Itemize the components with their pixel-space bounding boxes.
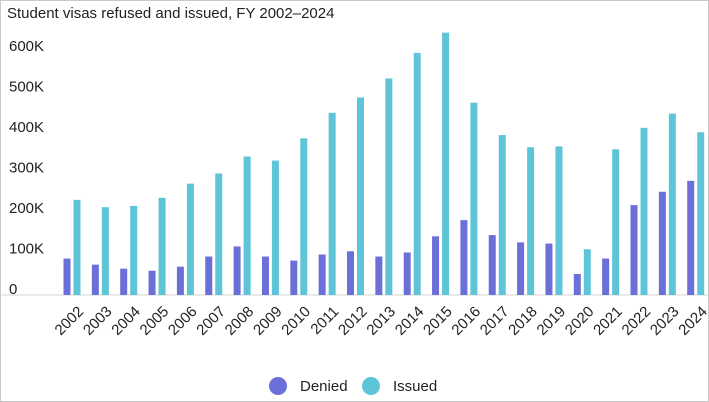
legend: Denied Issued bbox=[269, 377, 437, 395]
bar-denied-2011 bbox=[318, 254, 326, 295]
x-tick-label: 2005 bbox=[137, 303, 173, 339]
bar-denied-2018 bbox=[517, 242, 525, 295]
bar-issued-2008 bbox=[243, 156, 251, 295]
x-tick-label: 2019 bbox=[534, 303, 570, 339]
bar-denied-2007 bbox=[205, 256, 213, 295]
bar-denied-2010 bbox=[290, 260, 298, 295]
bar-issued-2020 bbox=[583, 249, 591, 295]
x-tick-label: 2024 bbox=[675, 303, 708, 339]
x-tick-label: 2016 bbox=[448, 303, 484, 339]
legend-label-issued: Issued bbox=[393, 378, 437, 395]
bar-issued-2003 bbox=[101, 207, 109, 295]
bar-denied-2016 bbox=[460, 220, 468, 295]
legend-marker-issued bbox=[362, 377, 380, 395]
x-tick-label: 2015 bbox=[420, 303, 456, 339]
x-tick-label: 2002 bbox=[52, 303, 88, 339]
bar-issued-2005 bbox=[158, 197, 166, 295]
x-tick-label: 2023 bbox=[647, 303, 683, 339]
bar-issued-2002 bbox=[73, 199, 81, 295]
bar-denied-2003 bbox=[91, 264, 99, 295]
bar-issued-2007 bbox=[215, 173, 223, 295]
legend-label-denied: Denied bbox=[300, 378, 348, 395]
bar-denied-2023 bbox=[658, 191, 666, 295]
bar-issued-2010 bbox=[300, 138, 308, 295]
x-tick-label: 2021 bbox=[590, 303, 626, 339]
bar-denied-2008 bbox=[233, 246, 241, 295]
x-tick-label: 2022 bbox=[619, 303, 655, 339]
bar-issued-2021 bbox=[612, 149, 620, 295]
x-tick-label: 2006 bbox=[165, 303, 201, 339]
bar-issued-2012 bbox=[357, 97, 364, 295]
x-tick-label: 2020 bbox=[562, 303, 598, 339]
y-tick-label: 600K bbox=[9, 38, 44, 55]
bar-issued-2017 bbox=[498, 135, 506, 295]
bar-issued-2013 bbox=[385, 78, 393, 295]
x-tick-label: 2009 bbox=[250, 303, 286, 339]
bars bbox=[63, 32, 705, 295]
x-tick-label: 2004 bbox=[108, 303, 144, 339]
y-tick-label: 500K bbox=[9, 79, 44, 96]
x-tick-label: 2007 bbox=[193, 303, 229, 339]
x-tick-label: 2011 bbox=[308, 303, 343, 338]
bar-denied-2019 bbox=[545, 243, 553, 295]
x-tick-label: 2013 bbox=[363, 303, 399, 339]
bar-issued-2019 bbox=[555, 146, 563, 295]
bar-issued-2009 bbox=[271, 160, 279, 295]
bar-issued-2004 bbox=[130, 205, 138, 295]
legend-marker-denied bbox=[269, 377, 287, 395]
x-tick-label: 2008 bbox=[222, 303, 258, 339]
chart-title: Student visas refused and issued, FY 200… bbox=[7, 5, 335, 22]
bar-denied-2014 bbox=[403, 252, 411, 295]
bar-denied-2012 bbox=[347, 251, 354, 295]
bar-denied-2004 bbox=[120, 268, 128, 295]
bar-issued-2016 bbox=[470, 102, 478, 295]
y-tick-label: 200K bbox=[9, 200, 44, 217]
x-tick-label: 2003 bbox=[80, 303, 116, 339]
y-tick-label: 100K bbox=[9, 241, 44, 258]
bar-denied-2009 bbox=[261, 256, 269, 295]
bar-issued-2018 bbox=[527, 147, 535, 295]
x-tick-label: 2014 bbox=[392, 303, 428, 339]
y-tick-label: 400K bbox=[9, 119, 44, 136]
bar-issued-2023 bbox=[668, 113, 676, 295]
bar-denied-2017 bbox=[488, 235, 496, 295]
y-tick-label: 300K bbox=[9, 160, 44, 177]
bar-issued-2011 bbox=[328, 112, 336, 295]
y-tick-label: 0 bbox=[9, 281, 17, 298]
bar-denied-2022 bbox=[630, 205, 638, 295]
x-axis-labels: 2002200320042005200620072008200920102011… bbox=[52, 303, 708, 339]
bar-issued-2006 bbox=[186, 183, 194, 295]
y-axis-ticks: 0 100K 200K 300K 400K 500K 600K bbox=[9, 38, 44, 298]
x-tick-label: 2012 bbox=[335, 303, 371, 339]
x-tick-label: 2017 bbox=[477, 303, 513, 339]
bar-issued-2024 bbox=[697, 132, 705, 295]
bar-denied-2013 bbox=[375, 256, 383, 295]
bar-denied-2024 bbox=[687, 180, 695, 295]
bar-denied-2005 bbox=[148, 270, 156, 295]
bar-denied-2021 bbox=[602, 258, 610, 295]
x-tick-label: 2010 bbox=[278, 303, 314, 339]
x-tick-label: 2018 bbox=[505, 303, 541, 339]
bar-issued-2015 bbox=[442, 32, 450, 295]
bar-issued-2014 bbox=[413, 52, 421, 295]
bar-denied-2020 bbox=[573, 273, 581, 295]
bar-denied-2006 bbox=[176, 266, 184, 295]
bar-denied-2015 bbox=[432, 236, 440, 295]
bar-issued-2022 bbox=[640, 127, 648, 295]
bar-denied-2002 bbox=[63, 258, 71, 295]
